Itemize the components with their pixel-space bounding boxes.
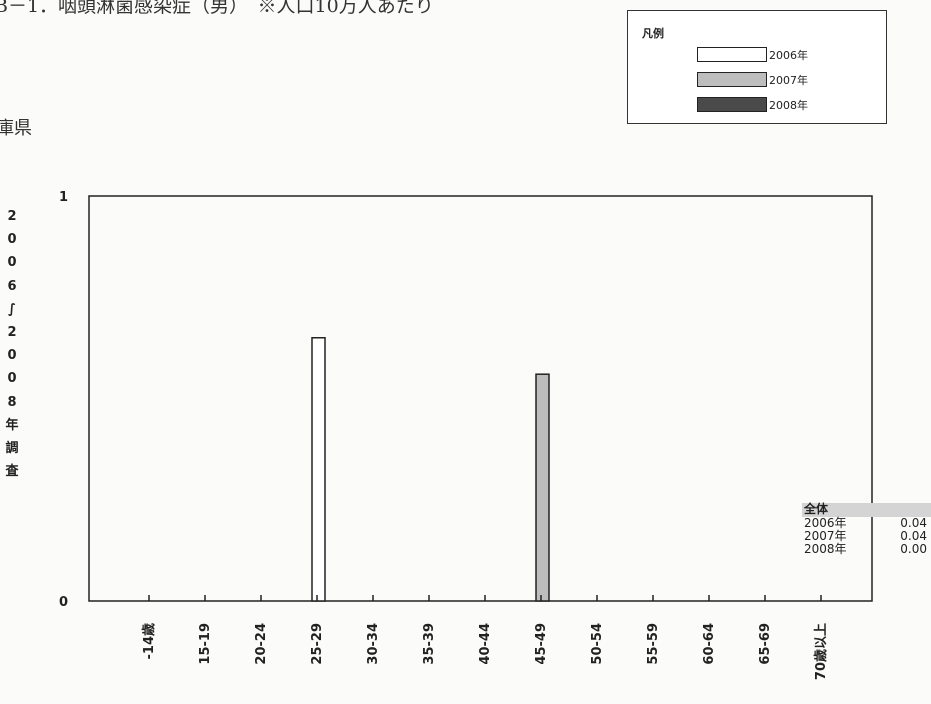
legend-item-2006: 2006年 — [697, 46, 808, 63]
y-axis-label-char: 調 — [5, 441, 19, 457]
legend-swatch-2007 — [697, 72, 767, 87]
y-axis-label-char: 査 — [5, 464, 19, 480]
legend-label-2008: 2008年 — [769, 98, 808, 112]
summary-value: 0.04 — [900, 529, 927, 543]
x-tick-label: 65-69 — [758, 623, 773, 665]
x-ticks-group: -14歳 15-19 20-24 25-29 30-34 35-39 40-44 45-49 5… — [141, 595, 829, 680]
summary-header: 全体 — [802, 503, 931, 517]
y-axis-label-char: 年 — [5, 417, 19, 433]
y-axis-label-char: 2 — [7, 325, 17, 341]
x-tick-label: 70歳以上 — [813, 623, 829, 680]
y-axis-label-char: 0 — [7, 371, 17, 387]
y-axis-label: 2 0 0 6 ∫ 2 0 0 8 年 調 査 — [4, 205, 20, 483]
x-tick-label: 30-34 — [366, 623, 381, 665]
chart-title: B－1．咽頭淋菌感染症（男） ※人口10万人あたり — [0, 0, 434, 17]
y-axis-label-char: 8 — [7, 394, 17, 410]
legend-swatch-2006 — [697, 47, 767, 62]
y-axis-label-char: 0 — [7, 348, 17, 364]
y-axis-label-char: 0 — [7, 255, 17, 271]
legend-label-2007: 2007年 — [769, 73, 808, 87]
region-label: 庫県 — [0, 118, 32, 139]
summary-row-2008: 2008年 0.00 — [802, 543, 931, 556]
plot-frame — [88, 195, 873, 602]
y-axis-label-char: 0 — [7, 232, 17, 248]
legend-title: 凡例 — [642, 27, 664, 40]
x-tick-label: 15-19 — [198, 623, 213, 665]
y-tick-label: 0 — [59, 595, 68, 610]
y-ticks-group: 01 — [59, 190, 68, 610]
summary-label: 2008年 — [804, 542, 847, 556]
legend-label-2006: 2006年 — [769, 48, 808, 62]
x-tick-label: 20-24 — [254, 623, 269, 665]
summary-label: 2006年 — [804, 516, 847, 530]
summary-row-2006: 2006年 0.04 — [802, 517, 931, 530]
bars-group — [311, 337, 550, 602]
y-axis-label-char: 6 — [7, 278, 17, 294]
y-axis-label-char: 2 — [7, 209, 17, 224]
x-tick-label: 55-59 — [646, 623, 661, 665]
bar — [535, 373, 550, 602]
legend-item-2008: 2008年 — [697, 96, 808, 113]
x-tick-label: 45-49 — [534, 623, 549, 665]
legend-swatch-2008 — [697, 97, 767, 112]
summary-value: 0.00 — [900, 542, 927, 556]
legend: 凡例 2006年 2007年 2008年 — [627, 10, 887, 124]
summary-value: 0.04 — [900, 516, 927, 530]
x-tick-label: 60-64 — [702, 623, 717, 665]
bar — [311, 337, 326, 602]
x-tick-label: -14歳 — [141, 623, 157, 660]
x-tick-label: 40-44 — [478, 623, 493, 665]
y-axis-label-char: ∫ — [8, 301, 16, 317]
x-tick-label: 35-39 — [422, 623, 437, 665]
summary-label: 2007年 — [804, 529, 847, 543]
summary-row-2007: 2007年 0.04 — [802, 530, 931, 543]
y-tick-label: 1 — [59, 190, 68, 205]
x-tick-label: 50-54 — [590, 623, 605, 665]
summary-table: 全体 2006年 0.04 2007年 0.04 2008年 0.00 — [802, 503, 931, 556]
x-tick-label: 25-29 — [310, 623, 325, 665]
legend-item-2007: 2007年 — [697, 71, 808, 88]
